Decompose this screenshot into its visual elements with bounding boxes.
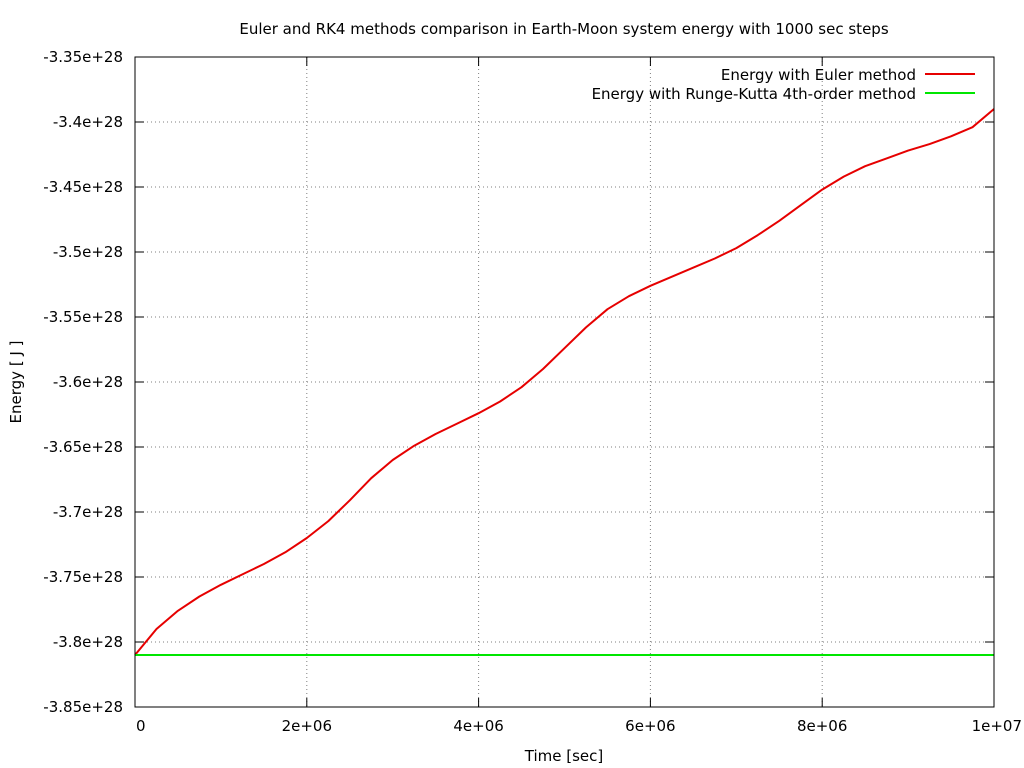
x-tick-label: 4e+06 bbox=[453, 717, 503, 735]
legend-label-2: Energy with Runge-Kutta 4th-order method bbox=[592, 85, 916, 103]
series-layer bbox=[134, 108, 995, 656]
y-tick-label: -3.5e+28 bbox=[53, 243, 123, 261]
legend-label-1: Energy with Euler method bbox=[721, 66, 916, 84]
y-tick-label: -3.75e+28 bbox=[43, 568, 123, 586]
y-tick-label: -3.45e+28 bbox=[43, 178, 123, 196]
grid bbox=[135, 57, 994, 707]
y-tick-label: -3.8e+28 bbox=[53, 633, 123, 651]
y-tick-label: -3.35e+28 bbox=[43, 48, 123, 66]
y-axis-label: Energy [ J ] bbox=[7, 341, 25, 424]
y-tick-label: -3.85e+28 bbox=[43, 698, 123, 716]
y-tick-label: -3.55e+28 bbox=[43, 308, 123, 326]
x-tick-label: 1e+07 bbox=[972, 717, 1022, 735]
x-tick-label: 2e+06 bbox=[282, 717, 332, 735]
x-tick-label: 0 bbox=[136, 717, 146, 735]
tick-labels: 0 2e+06 4e+06 6e+06 8e+06 1e+07 -3.85e+28 -3.8e… bbox=[43, 48, 1022, 735]
chart-title: Euler and RK4 methods comparison in Eart… bbox=[239, 20, 888, 38]
y-tick-label: -3.4e+28 bbox=[53, 113, 123, 131]
x-tick-label: 8e+06 bbox=[797, 717, 847, 735]
ticks bbox=[134, 56, 995, 708]
y-tick-label: -3.6e+28 bbox=[53, 373, 123, 391]
x-axis-label: Time [sec] bbox=[524, 747, 603, 765]
y-tick-label: -3.7e+28 bbox=[53, 503, 123, 521]
y-tick-label: -3.65e+28 bbox=[43, 438, 123, 456]
series-line-1 bbox=[134, 108, 995, 656]
x-tick-label: 6e+06 bbox=[625, 717, 675, 735]
